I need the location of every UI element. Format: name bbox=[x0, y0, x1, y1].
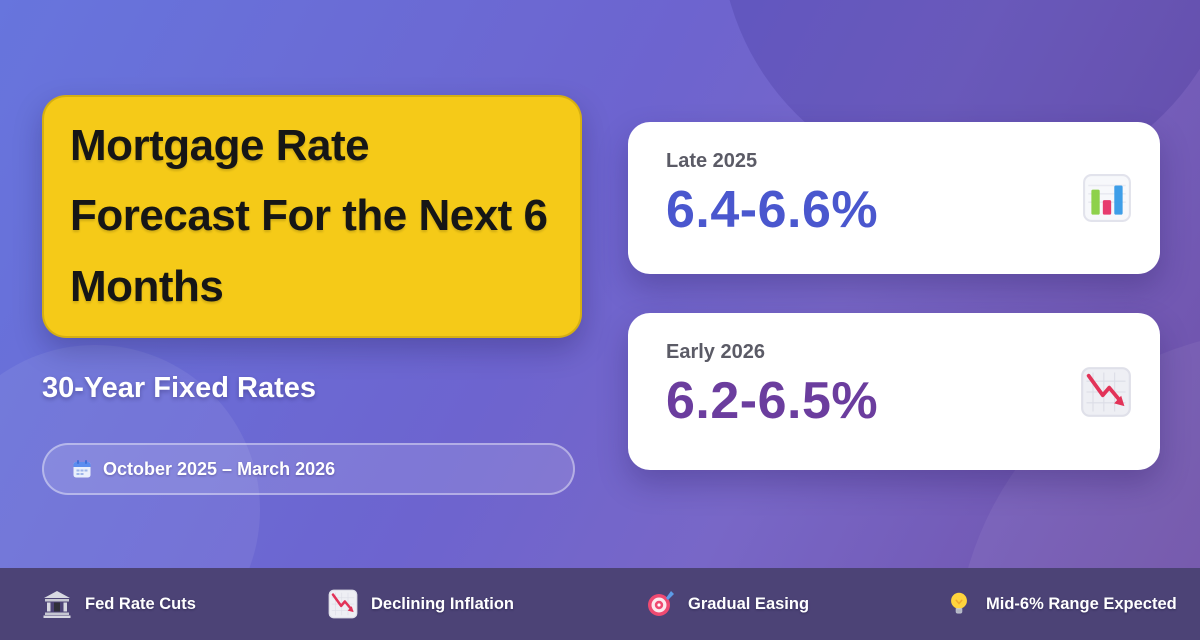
calendar-icon bbox=[72, 459, 92, 479]
forecast-card-early-2026: Early 2026 6.2-6.5% bbox=[628, 313, 1160, 470]
subtitle: 30-Year Fixed Rates bbox=[42, 372, 317, 404]
footer-item-declining-inflation: Declining Inflation bbox=[328, 568, 514, 640]
chart-decreasing-icon bbox=[328, 589, 358, 619]
late-2025-value: 6.4-6.6% bbox=[666, 181, 879, 239]
title-card: Mortgage Rate Forecast For the Next 6 Mo… bbox=[42, 95, 582, 338]
footer-item-gradual-easing: Gradual Easing bbox=[645, 568, 809, 640]
bank-icon bbox=[42, 589, 72, 619]
footer-item-label: Mid-6% Range Expected bbox=[986, 594, 1177, 613]
early-2026-value: 6.2-6.5% bbox=[666, 372, 879, 430]
footer-item-mid-6-range: Mid-6% Range Expected bbox=[945, 568, 1177, 640]
footer-item-fed-rate-cuts: Fed Rate Cuts bbox=[42, 568, 196, 640]
chart-decreasing-icon bbox=[1080, 366, 1132, 418]
footer-item-label: Fed Rate Cuts bbox=[85, 594, 196, 613]
footer-item-label: Gradual Easing bbox=[688, 594, 810, 613]
forecast-period-label: Late 2025 bbox=[666, 150, 758, 172]
date-range-badge: October 2025 – March 2026 bbox=[42, 443, 575, 495]
target-icon bbox=[645, 589, 675, 619]
lightbulb-icon bbox=[945, 590, 973, 618]
footer-bar: Fed Rate Cuts Declining Inflation bbox=[0, 568, 1200, 640]
footer-item-label: Declining Inflation bbox=[371, 594, 514, 613]
date-range-label: October 2025 – March 2026 bbox=[103, 458, 336, 479]
forecast-card-late-2025: Late 2025 6.4-6.6% bbox=[628, 122, 1160, 274]
bar-chart-icon bbox=[1082, 173, 1132, 223]
forecast-period-label: Early 2026 bbox=[666, 341, 765, 363]
page-title: Mortgage Rate Forecast For the Next 6 Mo… bbox=[70, 120, 548, 311]
